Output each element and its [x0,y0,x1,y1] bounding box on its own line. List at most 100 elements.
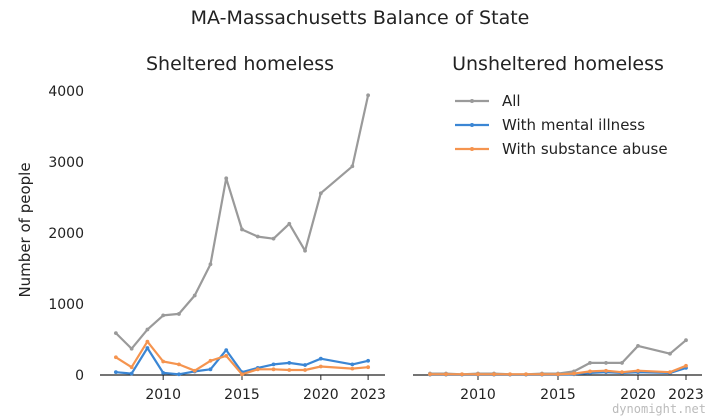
unsheltered-with-substance-abuse-point [540,372,544,377]
sheltered-with-mental-illness-point [224,348,229,353]
unsheltered-with-substance-abuse-point [636,368,640,373]
sheltered-y-tick-label: 1000 [48,297,84,313]
sheltered-all-point [113,331,118,336]
y-axis-label: Number of people [16,162,34,297]
sheltered-all-point [350,164,355,169]
unsheltered-all-point [604,361,608,365]
sheltered-with-mental-illness-point [177,372,181,377]
sheltered-with-mental-illness-point [208,367,213,372]
unsheltered-all-point [668,351,672,356]
sheltered-with-substance-abuse-point [113,355,118,360]
sheltered-x-tick-label: 2015 [224,387,260,403]
sheltered-with-substance-abuse-point [192,368,197,373]
unsheltered-x-tick-label: 2023 [668,387,704,403]
sheltered-all-point [145,327,150,332]
sheltered-panel: Sheltered homeless Number of people 0 100… [16,53,386,403]
sheltered-all-point [161,313,166,318]
unsheltered-with-substance-abuse-point [668,370,672,375]
sheltered-x-tick-label: 2020 [303,387,339,403]
sheltered-with-substance-abuse-point [287,368,292,372]
sheltered-with-mental-illness-point [271,362,276,367]
sheltered-with-mental-illness-point [287,361,292,365]
unsheltered-all-point [684,338,688,343]
unsheltered-x-tick-label: 2020 [620,387,656,403]
sheltered-with-mental-illness-point [350,362,355,367]
sheltered-series-all-line [115,95,370,350]
sheltered-x-tick-label: 2023 [350,387,386,403]
unsheltered-with-substance-abuse-point [620,370,624,375]
sheltered-y-ticks: 0 1000 2000 3000 4000 [48,84,84,384]
sheltered-all-point [240,227,244,232]
sheltered-with-substance-abuse-point [271,367,276,372]
sheltered-with-substance-abuse-point [177,362,181,367]
legend-marker-with-substance-abuse [470,147,474,151]
sheltered-all-point [192,293,197,298]
unsheltered-subtitle: Unsheltered homeless [452,53,664,75]
unsheltered-with-substance-abuse-point [556,372,560,377]
unsheltered-series-all-line [430,339,687,376]
sheltered-y-tick-label: 2000 [48,226,84,242]
sheltered-y-tick-label: 4000 [48,84,84,100]
sheltered-all-point [224,176,229,181]
sheltered-with-substance-abuse-point [366,365,371,370]
sheltered-with-mental-illness-point [366,358,371,363]
sheltered-with-mental-illness-point [145,346,150,350]
sheltered-with-substance-abuse-point [224,353,229,358]
sheltered-with-substance-abuse-point [350,366,355,371]
unsheltered-with-substance-abuse-point [588,369,592,374]
sheltered-with-mental-illness-point [318,356,323,361]
sheltered-series-with-mental-illness-line [115,346,369,376]
unsheltered-with-substance-abuse-point [524,372,528,377]
sheltered-x-ticks: 2010 2015 2020 2023 [145,375,386,403]
legend-marker-all [470,99,474,103]
sheltered-lines [113,93,371,377]
sheltered-all-point [255,234,260,239]
legend-label-with-mental-illness: With mental illness [502,116,645,134]
unsheltered-with-substance-abuse-point [604,368,608,373]
unsheltered-panel: Unsheltered homeless 2010 2015 2020 2023 Al… [413,53,704,403]
sheltered-all-point [303,248,307,253]
sheltered-subtitle: Sheltered homeless [146,53,334,75]
sheltered-all-point [208,262,213,267]
sheltered-with-substance-abuse-point [161,359,166,364]
sheltered-with-substance-abuse-point [303,368,307,372]
unsheltered-lines [428,338,688,377]
sheltered-with-substance-abuse-point [318,364,323,369]
unsheltered-all-point [636,343,640,348]
sheltered-all-point [177,312,181,316]
unsheltered-with-substance-abuse-point [572,371,576,376]
sheltered-with-substance-abuse-point [208,358,213,363]
sheltered-with-mental-illness-point [113,370,118,375]
sheltered-all-point [129,346,134,351]
sheltered-all-point [366,93,371,98]
unsheltered-with-substance-abuse-point [684,363,688,368]
sheltered-all-point [318,191,323,196]
unsheltered-series-with-substance-abuse-line [430,364,687,376]
sheltered-with-mental-illness-point [161,370,166,375]
figure-title: MA-Massachusetts Balance of State [191,7,530,29]
watermark: dynomight.net [612,402,706,416]
sheltered-y-tick-label: 3000 [48,155,84,171]
sheltered-with-substance-abuse-point [255,367,260,372]
unsheltered-with-substance-abuse-point [508,372,512,377]
sheltered-with-mental-illness-point [303,363,307,367]
unsheltered-with-substance-abuse-point [444,372,448,377]
sheltered-series-with-substance-abuse-line [115,340,369,376]
unsheltered-with-substance-abuse-point [428,372,432,377]
sheltered-with-substance-abuse-point [240,372,244,377]
legend: All With mental illness With substance abu… [455,92,668,158]
legend-label-all: All [502,92,521,110]
unsheltered-all-point [620,361,624,365]
unsheltered-all-point [588,361,592,365]
legend-marker-with-mental-illness [470,123,474,127]
unsheltered-with-substance-abuse-point [460,372,464,377]
unsheltered-x-tick-label: 2010 [460,387,496,403]
sheltered-x-tick-label: 2010 [145,387,181,403]
legend-label-with-substance-abuse: With substance abuse [502,140,668,158]
sheltered-y-tick-label: 0 [75,368,84,384]
sheltered-all-point [287,221,292,226]
sheltered-with-mental-illness-point [129,371,134,376]
sheltered-all-point [271,236,276,241]
unsheltered-with-substance-abuse-point [492,372,496,377]
